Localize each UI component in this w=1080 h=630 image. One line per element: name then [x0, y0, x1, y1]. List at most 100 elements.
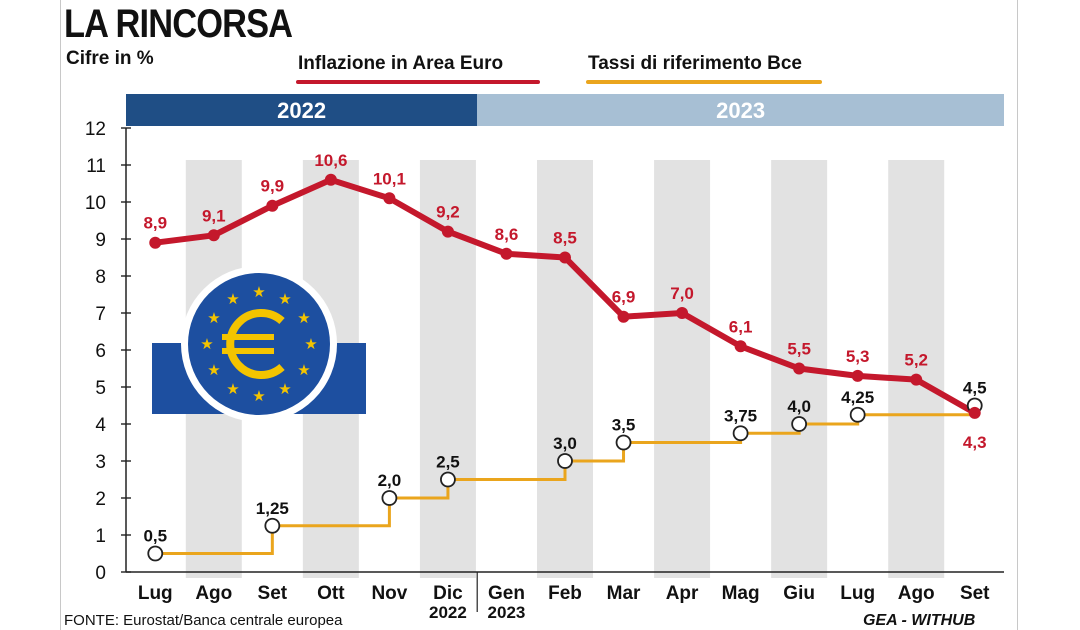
inflation-point: [441, 225, 454, 238]
y-tick-label: 11: [86, 156, 106, 177]
rates-data-label: 1,25: [256, 499, 289, 518]
inflation-data-label: 5,2: [904, 351, 928, 370]
legend-rates-label: Tassi di riferimento Bce: [588, 53, 802, 74]
left-rule: [60, 0, 61, 630]
inflation-point: [266, 199, 279, 212]
y-tick-label: 10: [85, 193, 106, 214]
x-tick-label: Ago: [195, 583, 232, 604]
inflation-data-label: 9,1: [202, 206, 226, 225]
inflation-data-label: 9,9: [261, 177, 285, 196]
rates-point: [264, 517, 281, 534]
ecb-logo-part: [226, 309, 285, 379]
x-tick-label: Feb: [548, 583, 582, 604]
inflation-data-label: 8,5: [553, 229, 577, 248]
ecb-logo-part: ★: [278, 290, 291, 308]
ecb-logo-part: ★: [252, 387, 265, 405]
inflation-data-label: 7,0: [670, 284, 694, 303]
unit-label: Cifre in %: [66, 48, 154, 69]
rates-point: [732, 425, 749, 442]
x-tick-label: Nov: [371, 583, 407, 604]
x-year-label: 2023: [488, 603, 526, 622]
ecb-logo-part: [188, 273, 330, 415]
rates-point: [440, 471, 456, 488]
rates-point: [791, 416, 808, 432]
rates-point: [615, 434, 632, 451]
inflation-data-label: 8,9: [143, 214, 167, 233]
inflation-data-label: 10,1: [373, 169, 406, 188]
y-tick-label: 5: [95, 378, 106, 399]
rates-data-label: 4,25: [841, 388, 874, 407]
year-band-label-2023: 2023: [716, 98, 765, 123]
x-tick-label: Set: [258, 583, 288, 604]
rates-point: [147, 545, 164, 562]
right-margin: [1018, 0, 1080, 630]
y-tick-label: 7: [95, 304, 106, 325]
inflation-point: [617, 310, 630, 323]
year-band-label-2022: 2022: [277, 98, 326, 123]
rates-data-label: 3,5: [612, 416, 636, 435]
rates-point: [381, 490, 398, 506]
ecb-logo-part: ★: [200, 335, 213, 353]
inflation-data-label: 9,2: [436, 203, 460, 222]
inflation-point: [500, 247, 513, 260]
legend-inflation-swatch: [296, 80, 540, 84]
y-tick-label: 8: [95, 267, 106, 288]
x-tick-label: Lug: [138, 583, 173, 604]
x-tick-label: Mar: [607, 583, 641, 604]
y-tick-label: 9: [95, 230, 106, 251]
inflation-point: [968, 406, 981, 419]
source-note: FONTE: Eurostat/Banca centrale europea: [64, 612, 343, 629]
rates-data-label: 4,5: [963, 379, 987, 398]
y-tick-label: 2: [95, 489, 106, 510]
rates-data-label: 2,0: [378, 471, 402, 490]
inflation-point: [793, 362, 806, 375]
ecb-logo-part: ★: [207, 361, 220, 379]
x-tick-label: Apr: [666, 583, 699, 604]
y-tick-label: 12: [85, 119, 106, 140]
inflation-data-label: 5,5: [787, 340, 811, 359]
x-tick-label: Giu: [783, 583, 815, 604]
inflation-point: [676, 307, 689, 319]
y-tick-label: 3: [95, 452, 106, 473]
x-year-label: 2022: [429, 603, 467, 622]
inflation-point: [324, 173, 337, 186]
ecb-logo-part: ★: [304, 335, 317, 353]
inflation-data-label: 6,1: [729, 317, 753, 336]
year-band-2023: [477, 94, 1004, 126]
background-stripe: [888, 160, 945, 578]
left-margin: [0, 0, 60, 630]
inflation-data-label: 8,6: [495, 225, 519, 244]
ecb-logo-part: ★: [297, 309, 310, 327]
inflation-point: [207, 229, 220, 242]
rates-point: [557, 453, 573, 469]
rates-data-label: 2,5: [436, 453, 460, 472]
inflation-point: [851, 369, 864, 382]
rates-data-label: 4,0: [787, 397, 811, 416]
ecb-logo-part: ★: [226, 380, 239, 398]
chart-title: LA RINCORSA: [64, 2, 293, 46]
x-tick-label: Gen: [488, 583, 525, 604]
y-tick-label: 0: [95, 563, 106, 584]
rates-point: [849, 406, 866, 423]
ecb-logo-part: ★: [297, 361, 310, 379]
background-stripe: [537, 160, 593, 578]
inflation-point: [149, 236, 162, 249]
ecb-logo-part: ★: [252, 283, 265, 301]
x-tick-label: Mag: [722, 583, 760, 604]
x-tick-label: Ago: [898, 583, 935, 604]
background-stripe: [654, 160, 711, 578]
y-tick-label: 6: [95, 341, 106, 362]
x-tick-label: Dic: [433, 583, 463, 604]
y-tick-label: 1: [95, 526, 106, 547]
x-tick-label: Set: [960, 583, 990, 604]
inflation-data-label: 5,3: [846, 347, 870, 366]
right-rule: [1017, 0, 1018, 630]
legend-rates-swatch: [586, 80, 822, 84]
credit-note: GEA - WITHUB: [863, 612, 976, 629]
inflation-data-label: 6,9: [612, 288, 636, 307]
inflation-point: [910, 373, 923, 386]
rates-step-line: [155, 405, 977, 555]
ecb-logo-icon: ★ ★ ★ ★ ★ ★ ★ ★ ★ ★ ★ ★: [152, 266, 366, 422]
